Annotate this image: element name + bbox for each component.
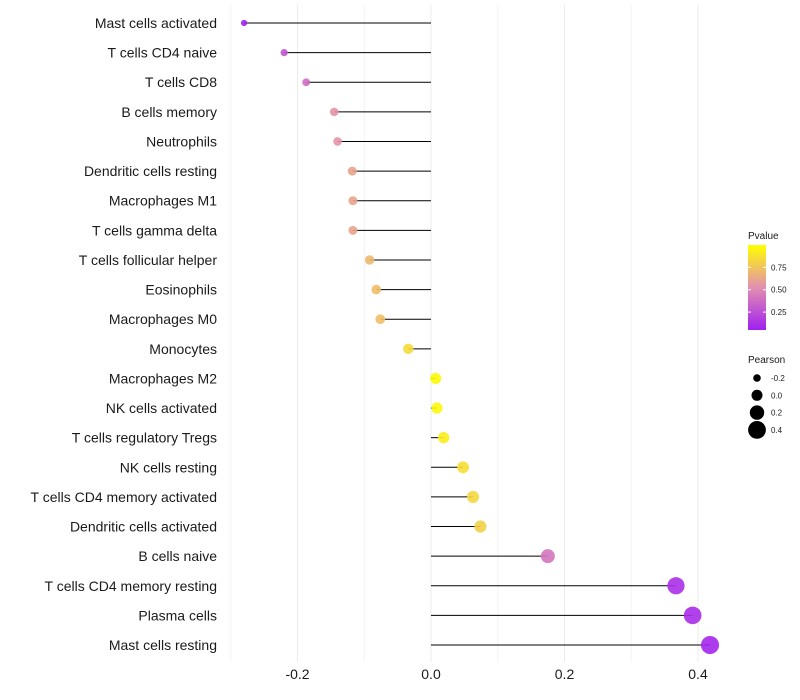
category-label: T cells regulatory Tregs — [72, 430, 217, 446]
gridlines — [230, 5, 699, 662]
category-label: Mast cells resting — [109, 637, 217, 653]
category-label: Mast cells activated — [95, 15, 217, 31]
category-label: B cells memory — [121, 104, 217, 120]
category-label: Eosinophils — [145, 282, 217, 298]
pvalue-legend-label: 0.50 — [771, 286, 787, 295]
point — [347, 166, 357, 176]
point — [333, 137, 342, 146]
point — [302, 78, 311, 87]
point — [348, 196, 358, 206]
category-label: Macrophages M1 — [109, 193, 217, 209]
pvalue-legend-label: 0.75 — [771, 263, 787, 272]
point — [240, 19, 248, 27]
point — [438, 432, 450, 444]
pearson-legend-key — [748, 421, 766, 439]
category-label: T cells follicular helper — [79, 252, 218, 268]
point — [457, 461, 469, 474]
category-label: B cells naive — [138, 548, 217, 564]
point — [540, 549, 555, 564]
point — [375, 314, 386, 325]
category-label: Macrophages M2 — [109, 370, 217, 386]
category-labels: Mast cells activated T cells CD4 naive T c… — [31, 15, 218, 653]
category-label: T cells CD4 naive — [108, 45, 218, 61]
pvalue-legend: Pvalue 0.25 0.50 0.75 — [748, 231, 787, 330]
category-label: T cells CD4 memory resting — [45, 578, 217, 594]
point — [403, 343, 414, 355]
x-tick-label: -0.2 — [285, 666, 309, 682]
point — [467, 490, 480, 503]
category-label: Plasma cells — [138, 607, 217, 623]
category-label: Neutrophils — [146, 133, 217, 149]
category-label: NK cells activated — [106, 400, 217, 416]
pearson-legend-label: -0.2 — [771, 374, 785, 383]
point — [371, 284, 382, 295]
x-tick-label: 0.2 — [555, 666, 575, 682]
category-label: T cells CD8 — [145, 74, 217, 90]
point — [430, 372, 442, 384]
pearson-legend-key — [749, 405, 765, 420]
pearson-legend-key — [751, 389, 763, 401]
point — [474, 520, 487, 533]
point — [667, 577, 685, 595]
points — [240, 19, 720, 655]
pearson-legend-label: 0.4 — [771, 426, 783, 435]
pearson-legend-label: 0.2 — [771, 409, 783, 418]
pvalue-legend-label: 0.25 — [771, 308, 787, 317]
x-tick-label: 0.0 — [421, 666, 441, 682]
pearson-legend: Pearson -0.2 0.0 0.2 0.4 — [748, 355, 785, 439]
category-label: NK cells resting — [120, 459, 217, 475]
pvalue-legend-title: Pvalue — [748, 231, 779, 242]
pearson-legend-key — [753, 374, 761, 382]
point — [431, 402, 443, 414]
pearson-legend-title: Pearson — [748, 355, 785, 366]
point — [329, 107, 339, 117]
point — [683, 606, 702, 625]
stems — [244, 22, 711, 646]
point — [364, 255, 375, 265]
x-axis-ticks: -0.2 0.0 0.2 0.4 — [285, 666, 708, 682]
category-label: Macrophages M0 — [109, 311, 217, 327]
point — [280, 48, 288, 57]
category-label: Dendritic cells resting — [84, 163, 217, 179]
category-label: Dendritic cells activated — [70, 519, 217, 535]
category-label: Monocytes — [149, 341, 217, 357]
x-tick-label: 0.4 — [688, 666, 708, 682]
category-label: T cells CD4 memory activated — [31, 489, 217, 505]
pvalue-colorbar — [748, 245, 766, 330]
category-label: T cells gamma delta — [92, 222, 217, 238]
point — [348, 225, 358, 235]
point — [700, 635, 720, 655]
pearson-legend-label: 0.0 — [771, 391, 783, 400]
